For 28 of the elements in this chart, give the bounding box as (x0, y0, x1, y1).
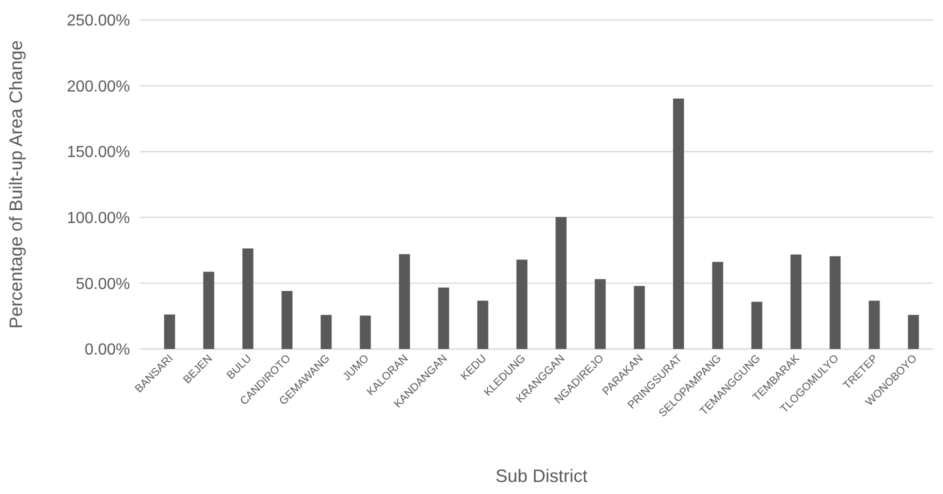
bar (282, 290, 293, 349)
bar (712, 262, 724, 349)
bar (242, 248, 254, 349)
bar (634, 286, 645, 349)
bar (868, 300, 880, 349)
bar (594, 279, 606, 349)
bar (477, 300, 488, 349)
bar (908, 314, 919, 349)
bar (164, 314, 176, 349)
bar (398, 254, 410, 349)
bar (320, 314, 332, 349)
y-tick-label: 200.00% (66, 78, 130, 96)
bar (360, 316, 371, 349)
y-tick-label: 50.00% (76, 276, 130, 293)
y-axis-title: Percentage of Built-up Area Change (6, 40, 26, 329)
y-tick-label: 150.00% (66, 144, 130, 162)
y-tick-label: 0.00% (84, 342, 130, 359)
bar (516, 260, 528, 349)
bar (830, 256, 841, 349)
x-axis-title: Sub District (495, 466, 588, 486)
bar (673, 98, 684, 349)
bar (203, 272, 214, 349)
bar (790, 254, 802, 349)
y-tick-label: 100.00% (66, 210, 130, 227)
bar (438, 288, 450, 349)
bar (751, 302, 762, 349)
y-tick-label: 250.00% (66, 12, 130, 30)
bar (556, 217, 567, 349)
